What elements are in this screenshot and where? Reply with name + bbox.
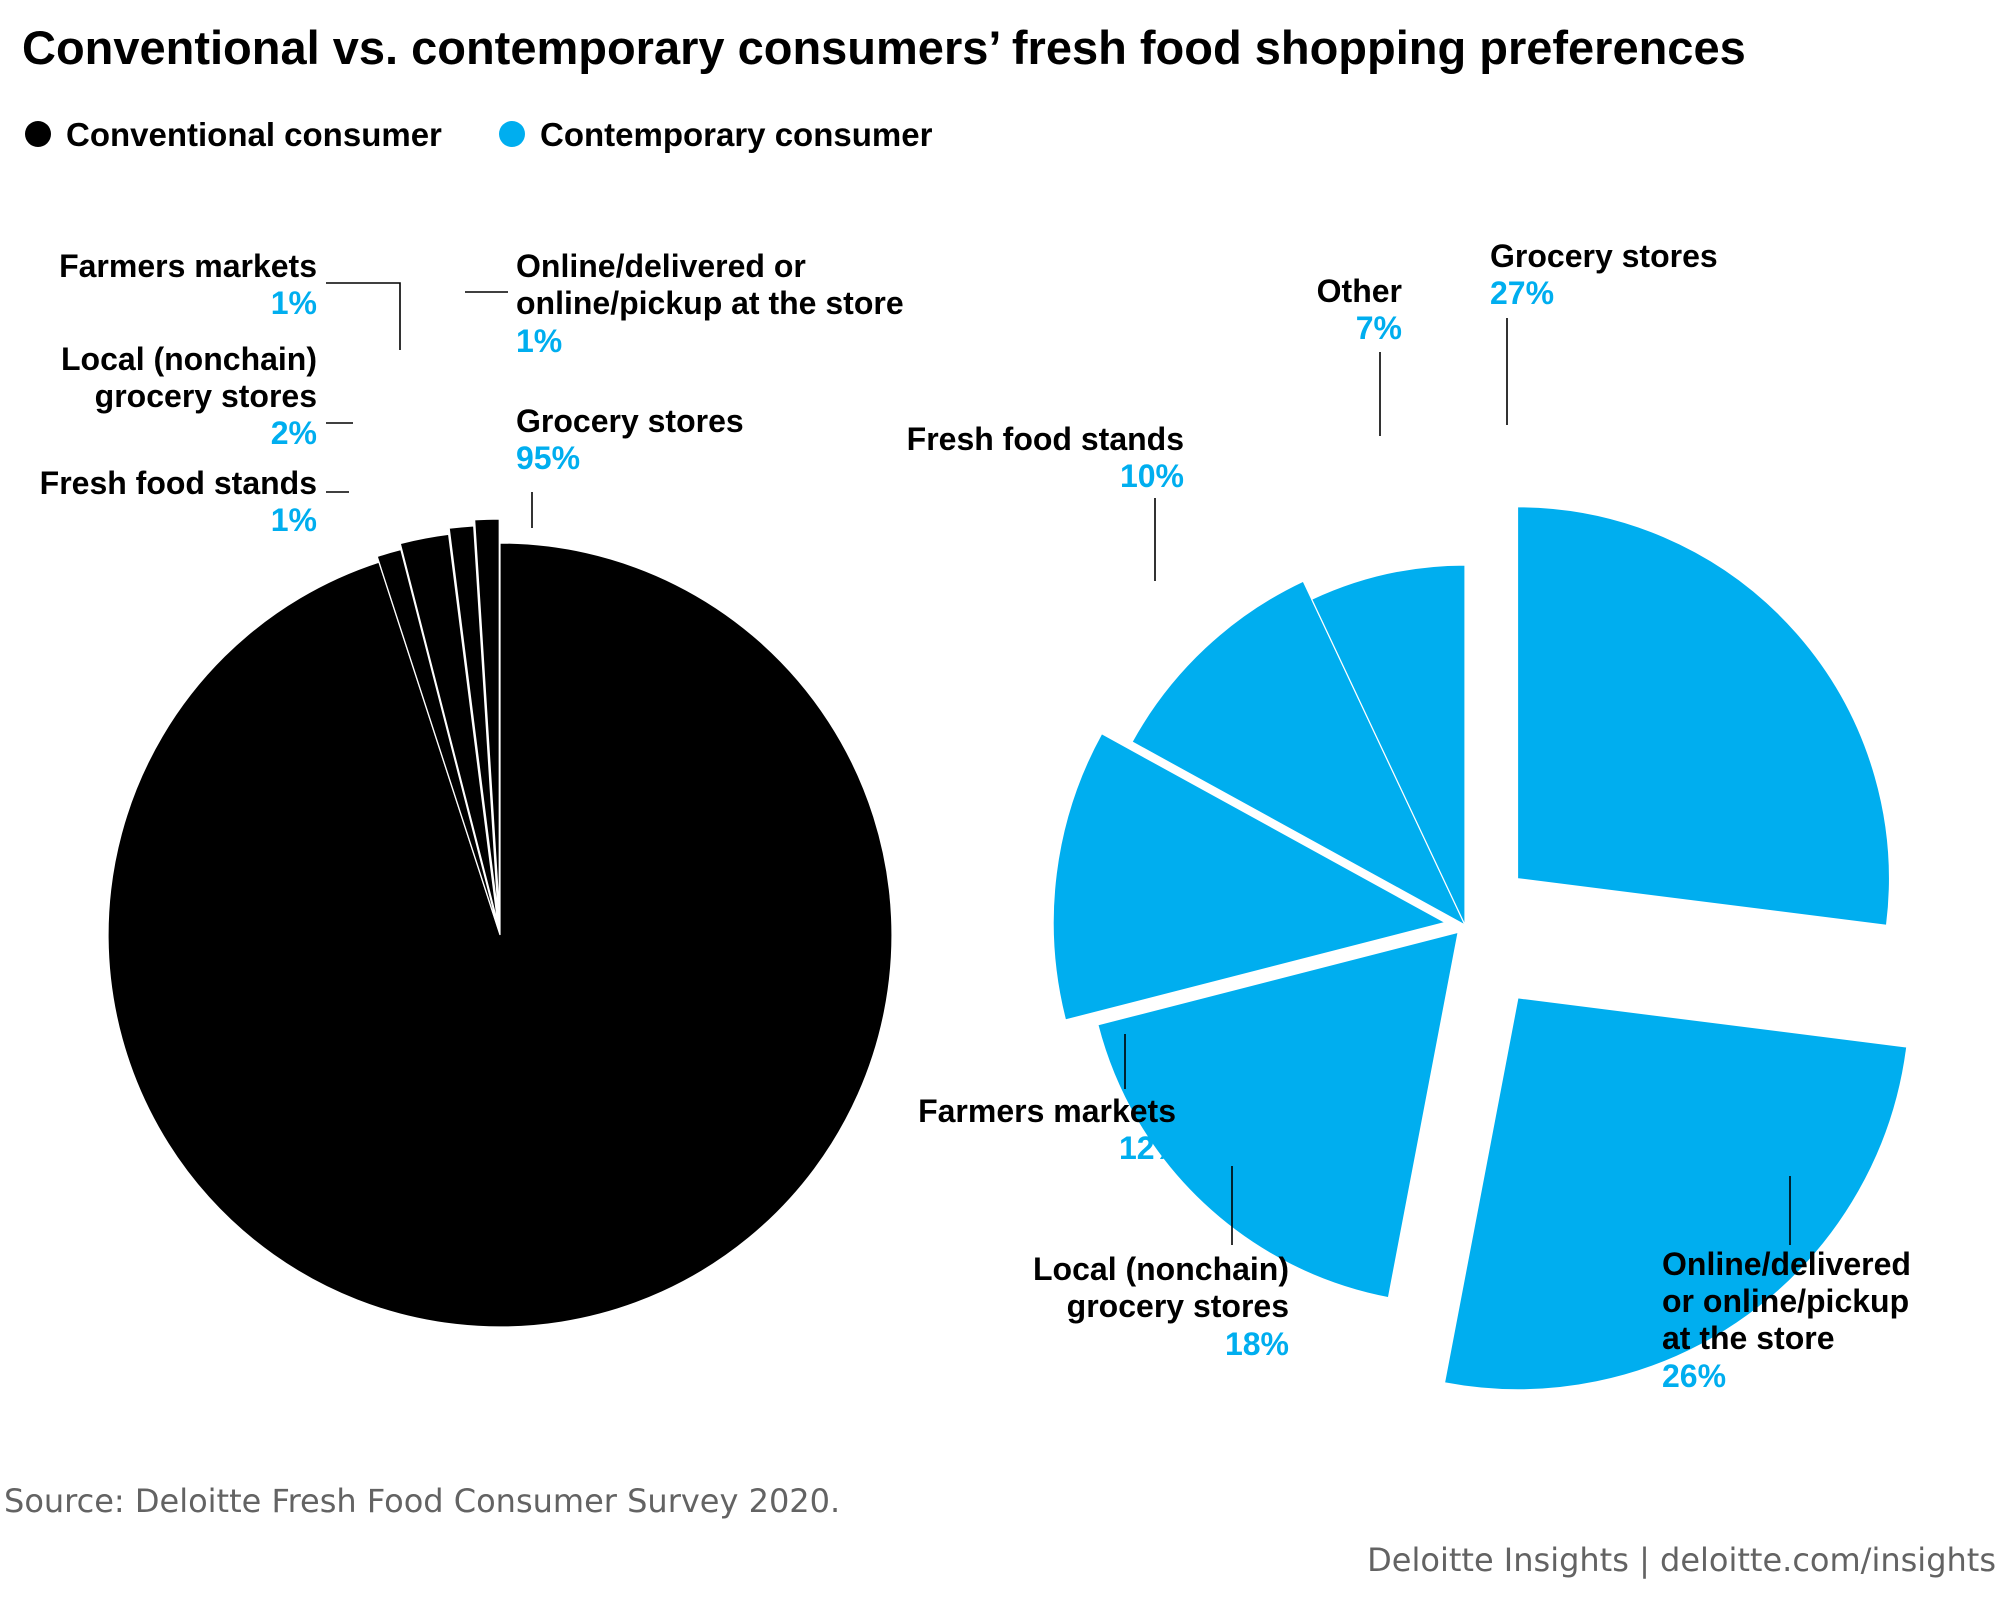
cont-slice-grocery: [1516, 506, 1891, 927]
conv-pct-farmers-markets: 1%: [271, 285, 317, 321]
conventional-labels: Farmers markets 1% Local (nonchain) groc…: [40, 248, 904, 538]
legend-marker-contemporary: [499, 121, 525, 147]
cont-slice-farmers_markets: [1052, 732, 1447, 1021]
pie-conventional: [107, 518, 893, 1328]
cont-label-online-line1: Online/delivered: [1662, 1246, 1911, 1282]
cont-label-local-line1: Local (nonchain): [1033, 1251, 1289, 1287]
conv-pct-local: 2%: [271, 415, 317, 451]
cont-label-online-line2: or online/pickup: [1662, 1283, 1909, 1319]
legend-marker-conventional: [25, 121, 51, 147]
conv-label-online-line1: Online/delivered or: [516, 248, 806, 284]
conv-slice-online: [473, 518, 500, 912]
cont-slice-online: [1443, 997, 1908, 1391]
cont-slice-local_grocery: [1097, 931, 1459, 1299]
conv-slice-local_grocery: [399, 533, 499, 924]
conv-pct-fresh-food-stands: 1%: [271, 502, 317, 538]
legend-label-conventional: Conventional consumer: [66, 116, 442, 153]
cont-label-fresh-food-stands: Fresh food stands: [907, 421, 1184, 457]
pie-contemporary: [1052, 506, 1908, 1391]
conv-slice-grocery: [107, 542, 893, 1328]
conv-label-online-line2: online/pickup at the store: [516, 285, 904, 321]
legend: Conventional consumer Contemporary consu…: [25, 116, 933, 153]
conv-pct-online: 1%: [516, 323, 562, 359]
cont-label-farmers-markets: Farmers markets: [918, 1093, 1176, 1129]
conv-pct-grocery: 95%: [516, 440, 580, 476]
conv-label-local-line1: Local (nonchain): [61, 341, 317, 377]
conv-leader-farmers-markets: [326, 282, 401, 350]
conv-label-local-line2: grocery stores: [95, 378, 317, 414]
cont-label-local-line2: grocery stores: [1067, 1288, 1289, 1324]
contemporary-labels: Grocery stores 27% Other 7% Fresh food s…: [907, 238, 1911, 1394]
cont-label-online-line3: at the store: [1662, 1320, 1834, 1356]
cont-slice-fresh_food_stands: [1131, 580, 1467, 927]
chart-title: Conventional vs. contemporary consumers’…: [22, 21, 1746, 74]
cont-pct-farmers-markets: 12%: [1119, 1130, 1183, 1166]
branding: Deloitte Insights | deloitte.com/insight…: [1367, 1541, 1996, 1579]
conv-label-grocery: Grocery stores: [516, 403, 744, 439]
conv-slice-fresh_food_stands: [376, 548, 499, 930]
conv-label-farmers-markets: Farmers markets: [59, 248, 317, 284]
cont-pct-local: 18%: [1225, 1326, 1289, 1362]
cont-label-other: Other: [1317, 273, 1402, 309]
cont-pct-grocery: 27%: [1490, 275, 1554, 311]
cont-pct-online: 26%: [1662, 1358, 1726, 1394]
cont-label-grocery: Grocery stores: [1490, 238, 1718, 274]
cont-slice-other: [1310, 564, 1466, 926]
conv-slice-farmers_markets: [448, 525, 499, 918]
conv-label-fresh-food-stands: Fresh food stands: [40, 465, 317, 501]
cont-pct-fresh-food-stands: 10%: [1120, 458, 1184, 494]
legend-label-contemporary: Contemporary consumer: [540, 116, 933, 153]
source-note: Source: Deloitte Fresh Food Consumer Sur…: [4, 1482, 840, 1520]
cont-pct-other: 7%: [1356, 310, 1402, 346]
